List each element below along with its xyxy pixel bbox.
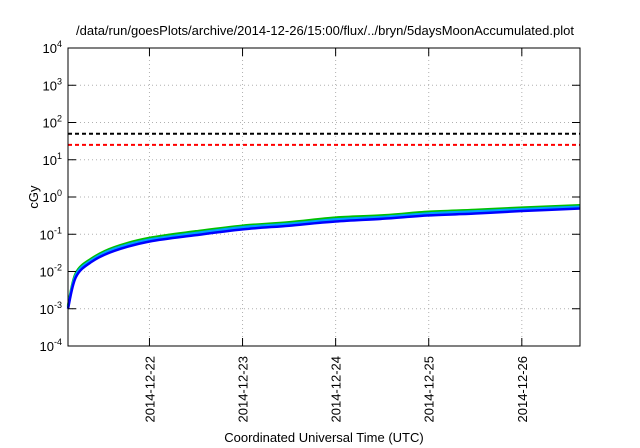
x-tick-label: 2014-12-22 (142, 356, 157, 423)
y-axis-ticks: 10-4 10-3 10-2 10-1 100 101 102 103 104 (40, 39, 580, 354)
y-tick-label: 102 (43, 114, 62, 131)
chart-title: /data/run/goesPlots/archive/2014-12-26/1… (76, 23, 574, 38)
x-tick-label: 2014-12-26 (515, 356, 530, 423)
y-tick-label: 101 (43, 151, 62, 168)
x-axis-ticks: 2014-12-22 2014-12-23 2014-12-24 2014-12-25… (142, 48, 530, 423)
x-tick-label: 2014-12-25 (422, 356, 437, 423)
series-line (66, 205, 581, 308)
x-tick-label: 2014-12-23 (236, 356, 251, 423)
series-line (66, 204, 581, 307)
y-tick-label: 10-1 (40, 225, 62, 242)
y-tick-label: 103 (43, 76, 62, 93)
reference-lines (68, 132, 580, 146)
y-axis-label: cGy (26, 185, 41, 209)
x-tick-label: 2014-12-24 (329, 356, 344, 423)
grid-lines (68, 48, 580, 346)
y-tick-label: 104 (43, 39, 62, 56)
series-lines (66, 204, 581, 310)
y-tick-label: 10-2 (40, 263, 62, 280)
x-axis-label: Coordinated Universal Time (UTC) (224, 430, 423, 445)
series-line (66, 207, 581, 310)
y-tick-label: 100 (43, 188, 62, 205)
y-tick-label: 10-3 (40, 300, 62, 317)
y-tick-label: 10-4 (40, 337, 62, 354)
